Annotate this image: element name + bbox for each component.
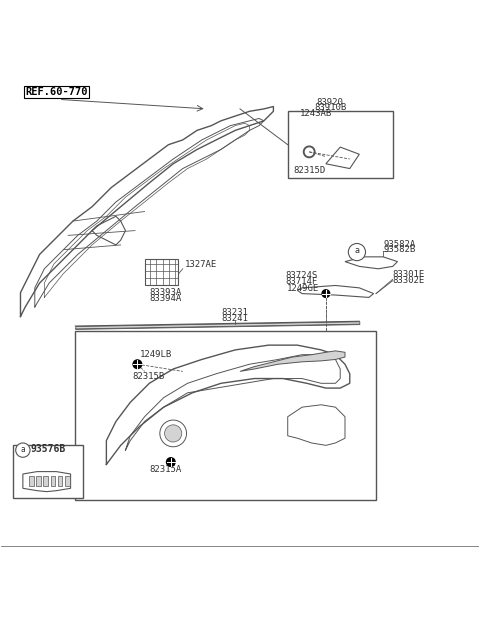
Circle shape (133, 360, 142, 368)
Circle shape (305, 148, 313, 156)
Text: 1249LB: 1249LB (140, 350, 172, 359)
Circle shape (160, 420, 187, 447)
Circle shape (348, 244, 365, 261)
Text: 83910B: 83910B (314, 103, 346, 112)
Circle shape (16, 443, 30, 457)
Text: 93582A: 93582A (383, 241, 415, 249)
Circle shape (167, 458, 175, 467)
FancyBboxPatch shape (288, 111, 393, 178)
Text: 82315B: 82315B (132, 372, 165, 380)
Polygon shape (240, 351, 345, 372)
Text: 83394A: 83394A (149, 294, 181, 303)
Text: a: a (355, 246, 360, 255)
Text: 1327AE: 1327AE (185, 260, 217, 270)
Text: 83724S: 83724S (285, 272, 318, 280)
Text: 83231: 83231 (221, 308, 248, 317)
FancyBboxPatch shape (58, 477, 62, 486)
Text: 83393A: 83393A (149, 288, 181, 297)
FancyBboxPatch shape (75, 331, 376, 500)
Polygon shape (345, 257, 397, 269)
Text: 1243AB: 1243AB (300, 109, 332, 118)
FancyBboxPatch shape (43, 477, 48, 486)
Text: 82315D: 82315D (293, 166, 326, 175)
Text: 93576B: 93576B (31, 444, 66, 454)
FancyBboxPatch shape (65, 477, 70, 486)
Circle shape (322, 290, 330, 298)
Text: a: a (20, 444, 25, 454)
FancyBboxPatch shape (36, 477, 41, 486)
Circle shape (165, 425, 182, 442)
FancyBboxPatch shape (13, 446, 83, 498)
Text: 83302E: 83302E (393, 276, 425, 285)
FancyBboxPatch shape (144, 260, 178, 285)
Polygon shape (23, 472, 71, 492)
Text: 83714F: 83714F (285, 277, 318, 286)
FancyBboxPatch shape (50, 477, 55, 486)
Text: 83920: 83920 (316, 98, 343, 107)
Text: 82315A: 82315A (149, 465, 181, 473)
FancyBboxPatch shape (29, 477, 34, 486)
Text: 93582B: 93582B (383, 245, 415, 254)
Polygon shape (326, 147, 360, 168)
Text: 1249GE: 1249GE (287, 284, 319, 293)
Text: REF.60-770: REF.60-770 (25, 87, 88, 97)
Text: 83301E: 83301E (393, 270, 425, 279)
Polygon shape (297, 285, 373, 298)
Text: 83241: 83241 (221, 314, 248, 323)
Circle shape (303, 146, 315, 158)
Polygon shape (288, 404, 345, 446)
